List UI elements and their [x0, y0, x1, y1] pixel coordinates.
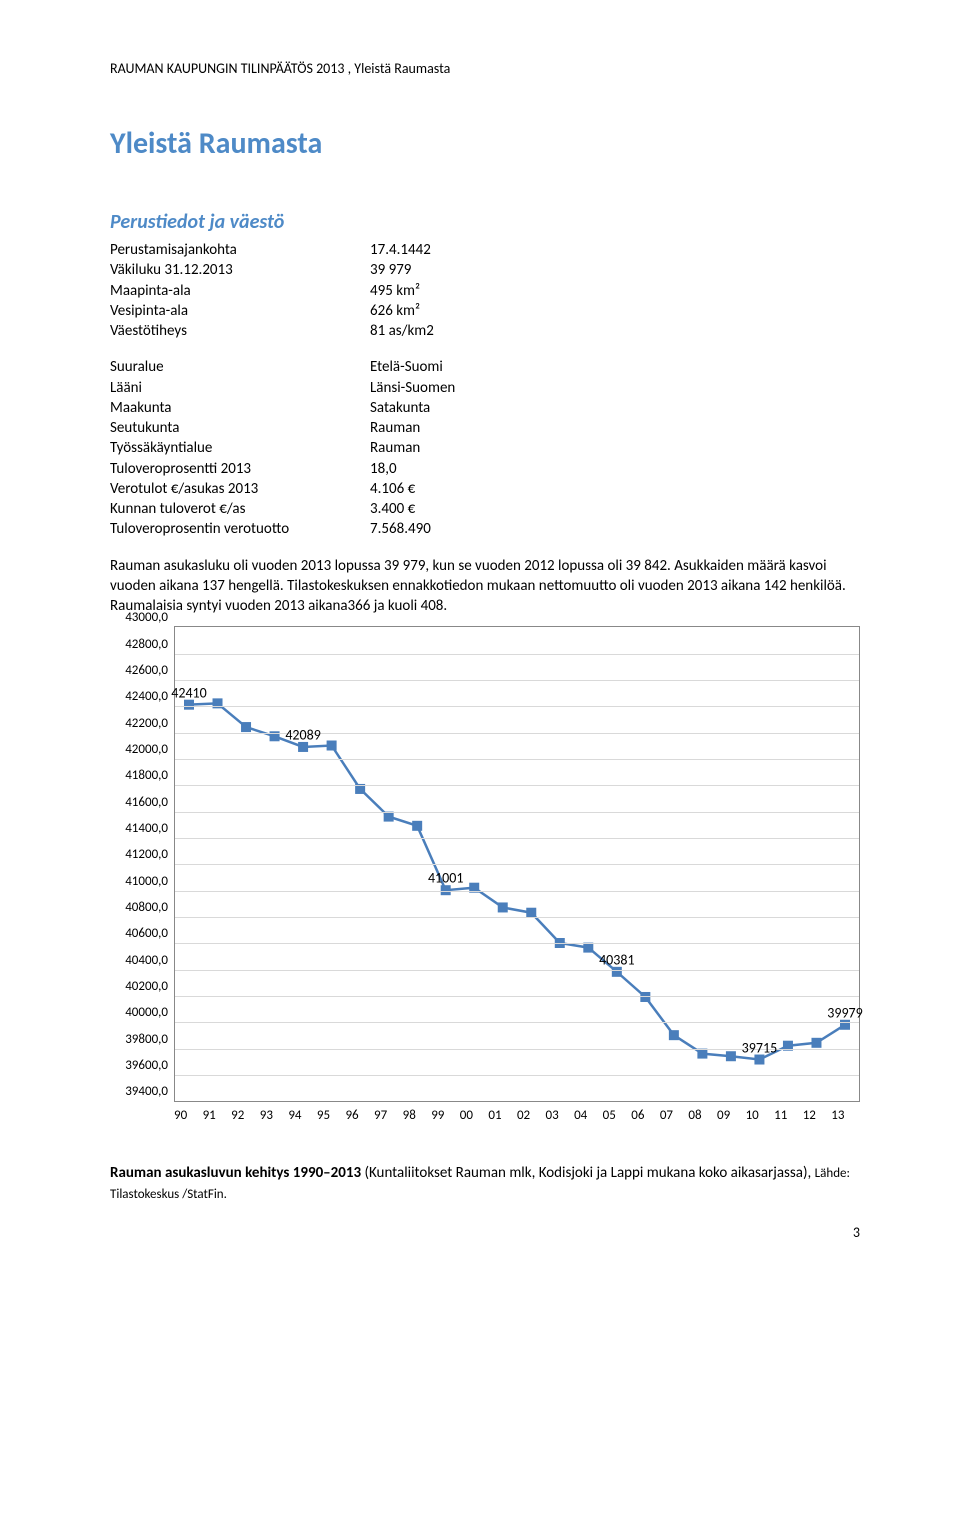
x-tick-label: 11	[774, 1108, 803, 1123]
x-tick-label: 09	[717, 1108, 746, 1123]
fact-key: Tuloveroprosentti 2013	[110, 459, 370, 479]
chart-data-label: 39979	[827, 1005, 862, 1022]
page-title: Yleistä Raumasta	[110, 125, 860, 162]
x-tick-label: 98	[403, 1108, 432, 1123]
fact-row: Maapinta-ala495 km²	[110, 281, 860, 301]
chart-data-label: 41001	[428, 870, 463, 887]
caption-text: (Kuntaliitokset Rauman mlk, Kodisjoki ja…	[364, 1164, 814, 1182]
x-tick-label: 91	[203, 1108, 232, 1123]
fact-key: Väestötiheys	[110, 321, 370, 341]
x-tick-label: 00	[460, 1108, 489, 1123]
x-tick-label: 07	[660, 1108, 689, 1123]
x-tick-label: 01	[488, 1108, 517, 1123]
fact-row: SeutukuntaRauman	[110, 418, 860, 438]
fact-value: Rauman	[370, 418, 420, 438]
fact-value: 495 km²	[370, 281, 420, 301]
x-tick-label: 90	[174, 1108, 203, 1123]
x-tick-label: 95	[317, 1108, 346, 1123]
chart-data-label: 42410	[171, 685, 206, 702]
fact-row: Väkiluku 31.12.201339 979	[110, 260, 860, 280]
fact-row: LääniLänsi-Suomen	[110, 378, 860, 398]
fact-key: Vesipinta-ala	[110, 301, 370, 321]
fact-value: Etelä-Suomi	[370, 357, 443, 377]
x-tick-label: 94	[288, 1108, 317, 1123]
fact-key: Maapinta-ala	[110, 281, 370, 301]
fact-row: Tuloveroprosentin verotuotto7.568.490	[110, 519, 860, 539]
x-tick-label: 97	[374, 1108, 403, 1123]
chart-plot-area: 42410 42089 41001 40381 39715 39979	[174, 626, 860, 1102]
chart-data-label: 42089	[285, 727, 320, 744]
x-tick-label: 99	[431, 1108, 460, 1123]
chart-data-label: 39715	[742, 1039, 777, 1056]
chart-data-label: 40381	[599, 952, 634, 969]
population-chart: 43000,042800,042600,042400,042200,042000…	[110, 626, 860, 1123]
fact-value: 7.568.490	[370, 519, 431, 539]
fact-row: Tuloveroprosentti 201318,0	[110, 459, 860, 479]
x-tick-label: 05	[603, 1108, 632, 1123]
fact-value: 3.400 €	[370, 499, 415, 519]
fact-key: Työssäkäyntialue	[110, 438, 370, 458]
fact-key: Seutukunta	[110, 418, 370, 438]
fact-key: Tuloveroprosentin verotuotto	[110, 519, 370, 539]
x-tick-label: 92	[231, 1108, 260, 1123]
fact-value: Länsi-Suomen	[370, 378, 455, 398]
body-paragraph: Rauman asukasluku oli vuoden 2013 lopuss…	[110, 556, 860, 617]
x-tick-label: 10	[746, 1108, 775, 1123]
section-heading: Perustiedot ja väestö	[110, 210, 860, 234]
fact-value: 17.4.1442	[370, 240, 431, 260]
fact-value: 626 km²	[370, 301, 420, 321]
facts-block-1: Perustamisajankohta17.4.1442Väkiluku 31.…	[110, 240, 860, 341]
chart-x-axis-labels: 9091929394959697989900010203040506070809…	[174, 1102, 860, 1123]
fact-key: Maakunta	[110, 398, 370, 418]
x-tick-label: 12	[803, 1108, 832, 1123]
caption-bold: Rauman asukasluvun kehitys 1990–2013	[110, 1164, 364, 1182]
x-tick-label: 13	[831, 1108, 860, 1123]
x-tick-label: 02	[517, 1108, 546, 1123]
fact-value: 18,0	[370, 459, 397, 479]
x-tick-label: 93	[260, 1108, 289, 1123]
fact-key: Kunnan tuloverot €/as	[110, 499, 370, 519]
fact-value: Rauman	[370, 438, 420, 458]
document-header: RAUMAN KAUPUNGIN TILINPÄÄTÖS 2013 , Ylei…	[110, 60, 860, 77]
fact-row: Kunnan tuloverot €/as3.400 €	[110, 499, 860, 519]
chart-y-axis-labels: 43000,042800,042600,042400,042200,042000…	[110, 626, 174, 1100]
x-tick-label: 08	[688, 1108, 717, 1123]
page-number: 3	[110, 1224, 860, 1241]
fact-row: TyössäkäyntialueRauman	[110, 438, 860, 458]
fact-key: Lääni	[110, 378, 370, 398]
fact-key: Perustamisajankohta	[110, 240, 370, 260]
fact-row: Vesipinta-ala626 km²	[110, 301, 860, 321]
fact-value: 39 979	[370, 260, 411, 280]
fact-row: Perustamisajankohta17.4.1442	[110, 240, 860, 260]
fact-key: Suuralue	[110, 357, 370, 377]
fact-row: SuuralueEtelä-Suomi	[110, 357, 860, 377]
fact-row: MaakuntaSatakunta	[110, 398, 860, 418]
x-tick-label: 03	[546, 1108, 575, 1123]
x-tick-label: 96	[345, 1108, 374, 1123]
chart-caption: Rauman asukasluvun kehitys 1990–2013 (Ku…	[110, 1163, 860, 1204]
fact-value: 81 as/km2	[370, 321, 434, 341]
fact-key: Väkiluku 31.12.2013	[110, 260, 370, 280]
fact-key: Verotulot €/asukas 2013	[110, 479, 370, 499]
fact-row: Verotulot €/asukas 20134.106 €	[110, 479, 860, 499]
facts-block-2: SuuralueEtelä-SuomiLääniLänsi-SuomenMaak…	[110, 357, 860, 539]
fact-value: Satakunta	[370, 398, 430, 418]
fact-row: Väestötiheys81 as/km2	[110, 321, 860, 341]
x-tick-label: 06	[631, 1108, 660, 1123]
x-tick-label: 04	[574, 1108, 603, 1123]
fact-value: 4.106 €	[370, 479, 415, 499]
